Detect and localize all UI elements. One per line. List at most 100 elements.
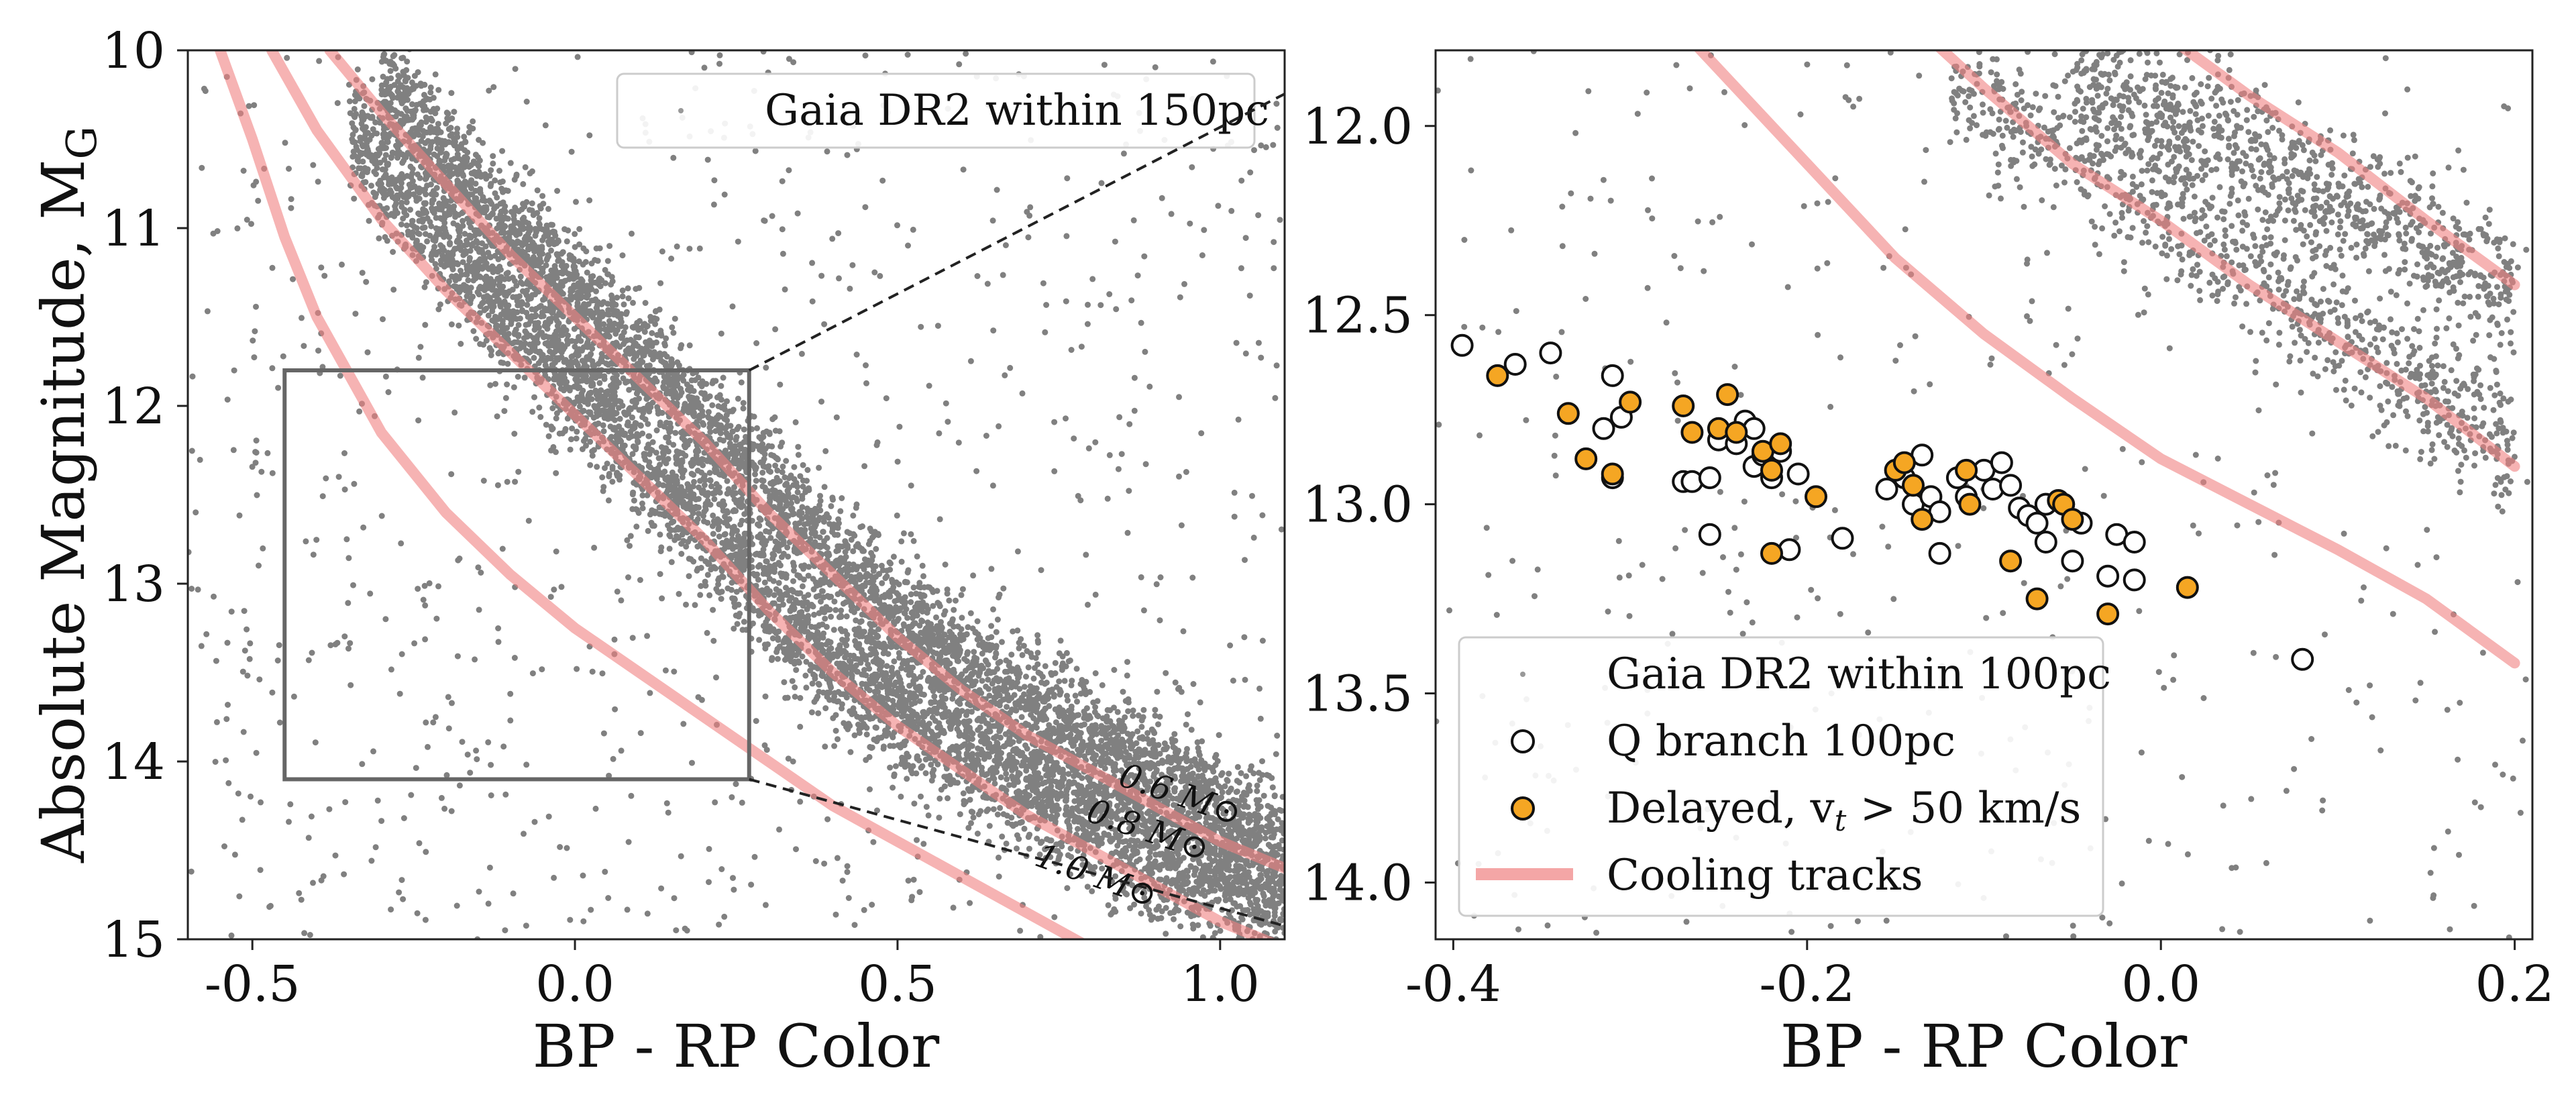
star-point: [815, 642, 822, 649]
star-point: [991, 776, 998, 782]
star-point: [589, 448, 596, 455]
star-point: [1071, 819, 1077, 825]
star-point: [922, 725, 928, 731]
star-point: [1236, 863, 1242, 869]
star-point: [599, 474, 606, 480]
star-point: [1240, 939, 1246, 945]
star-point: [377, 145, 384, 151]
star-point: [865, 662, 871, 668]
star-point: [987, 767, 994, 773]
star-point: [1177, 923, 1184, 930]
star-point: [733, 543, 739, 550]
star-point: [974, 831, 981, 837]
star-point: [835, 698, 842, 704]
star-point: [658, 544, 665, 551]
star-point: [612, 417, 618, 423]
star-point: [773, 649, 780, 655]
star-point: [1193, 947, 1199, 953]
star-point: [649, 472, 656, 478]
star-point: [794, 617, 801, 623]
star-point: [422, 209, 429, 216]
star-point: [633, 523, 640, 530]
star-point: [898, 680, 904, 686]
star-point: [759, 587, 765, 594]
star-point: [716, 533, 722, 540]
star-point: [655, 465, 661, 472]
star-point: [1279, 973, 1285, 979]
star-point: [994, 763, 1000, 770]
star-point: [847, 652, 853, 659]
star-point: [359, 173, 366, 180]
star-point: [807, 668, 814, 674]
star-point: [1134, 858, 1140, 865]
star-point: [346, 98, 353, 105]
star-point: [916, 721, 923, 727]
star-point: [1034, 649, 1041, 656]
star-point: [1229, 943, 1235, 949]
star-point: [421, 284, 428, 291]
star-point: [533, 312, 539, 319]
star-point: [751, 607, 757, 614]
star-point: [592, 405, 598, 411]
star-point: [666, 545, 673, 552]
star-point: [427, 219, 433, 225]
star-point: [354, 66, 361, 72]
star-point: [624, 422, 631, 428]
star-point: [798, 609, 805, 615]
star-point: [600, 422, 606, 429]
star-point: [1277, 945, 1283, 951]
star-point: [761, 568, 768, 574]
star-point: [443, 212, 450, 219]
star-point: [1242, 907, 1248, 914]
star-point: [963, 798, 969, 805]
star-point: [803, 658, 810, 665]
star-point: [969, 736, 975, 742]
star-point: [1218, 857, 1224, 864]
star-point: [502, 300, 508, 307]
star-point: [686, 556, 692, 562]
star-point: [833, 727, 839, 734]
star-point: [1003, 787, 1010, 794]
star-point: [735, 533, 741, 539]
star-point: [898, 793, 904, 800]
star-point: [458, 341, 464, 347]
star-point: [596, 392, 603, 399]
star-point: [513, 294, 520, 301]
star-point: [982, 794, 989, 801]
star-point: [962, 741, 969, 747]
star-point: [492, 380, 498, 387]
star-point: [698, 583, 704, 589]
star-point: [470, 328, 477, 334]
star-point: [429, 205, 435, 212]
star-point: [1234, 879, 1241, 886]
star-point: [1272, 952, 1278, 958]
star-point: [1026, 845, 1032, 852]
star-point: [1256, 877, 1263, 884]
star-point: [1122, 849, 1128, 855]
star-point: [655, 455, 662, 462]
star-point: [890, 698, 896, 704]
star-point: [1270, 940, 1276, 946]
star-point: [605, 497, 612, 504]
star-point: [607, 423, 614, 430]
star-point: [462, 271, 469, 278]
star-point: [547, 340, 554, 347]
star-point: [683, 543, 690, 550]
star-point: [542, 333, 549, 339]
star-point: [606, 407, 613, 413]
star-point: [909, 770, 916, 777]
star-point: [678, 488, 685, 494]
star-point: [545, 433, 552, 439]
star-point: [1281, 949, 1287, 955]
star-point: [1134, 849, 1140, 855]
star-point: [547, 348, 553, 355]
star-point: [668, 527, 675, 533]
star-point: [1113, 849, 1120, 855]
star-point: [1246, 947, 1252, 953]
star-point: [549, 425, 556, 432]
star-point: [489, 308, 496, 315]
star-point: [1071, 812, 1077, 819]
star-point: [460, 259, 466, 266]
star-point: [970, 814, 977, 821]
star-point: [716, 575, 722, 582]
